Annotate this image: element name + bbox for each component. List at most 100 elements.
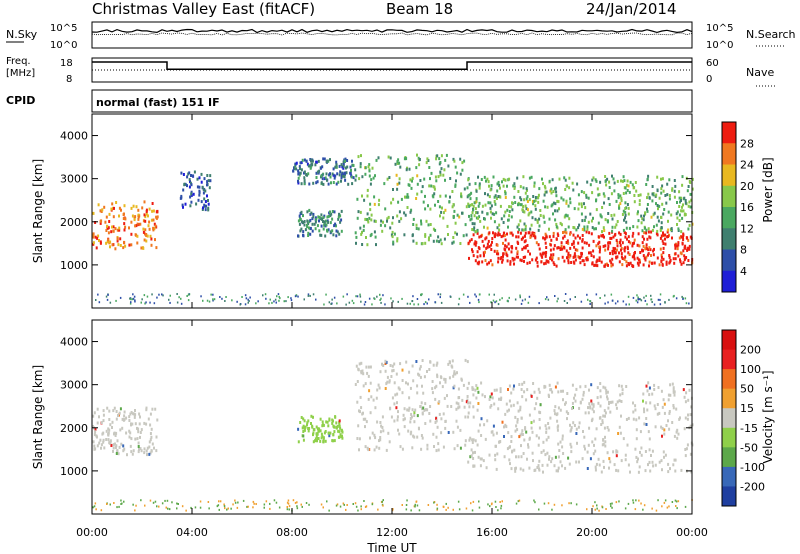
velocity-cell [369,411,372,415]
power-cell [452,203,455,207]
power-cell [552,201,555,205]
power-cell [188,185,191,189]
velocity-cell [302,430,305,433]
power-cell [517,230,520,234]
power-cell [581,259,584,263]
power-cell [531,232,534,236]
power-cell [572,233,575,237]
power-cell [599,247,601,251]
power-cell [639,298,641,301]
power-cell [323,157,326,161]
power-cell [381,229,384,233]
power-cell [687,246,690,250]
velocity-cell [509,462,511,466]
velocity-cell [232,503,234,506]
power-cell [588,231,591,235]
power-cell [440,301,443,304]
power-cell [448,200,451,204]
velocity-cell [413,435,416,439]
power-cell [145,301,147,304]
velocity-cell [452,430,455,434]
velocity-cell [520,444,522,448]
power-cell [529,235,532,239]
velocity-cell [463,405,466,409]
power-cell [475,216,478,220]
velocity-cell [113,502,115,504]
power-cell [384,303,386,306]
power-cell [134,299,136,302]
velocity-cell [515,466,517,470]
power-cell [683,254,686,258]
power-cell [380,297,382,300]
velocity-cell [132,412,135,416]
power-cell [497,303,500,306]
power-cell [509,260,512,264]
power-cell [519,185,522,189]
power-cell [299,218,302,221]
velocity-cell [307,429,310,433]
velocity-cell [358,409,360,413]
y-tick-label: 2000 [60,216,88,229]
power-cell [568,217,571,221]
power-cell [426,302,428,305]
power-cell [340,179,342,183]
power-cell [92,211,95,215]
power-cell [545,246,548,249]
velocity-cell [219,500,222,503]
velocity-cell [535,402,538,406]
power-cell [435,179,438,183]
power-cell [206,194,208,198]
power-cell [492,231,494,235]
velocity-cell [651,507,653,510]
velocity-cell [426,443,429,447]
velocity-cell [658,411,661,415]
power-cell [538,187,541,191]
power-cell [676,216,679,220]
power-cell [189,180,191,184]
power-cell [349,171,352,175]
velocity-cell [632,499,634,502]
velocity-cell [471,386,474,390]
power-cell [335,165,338,169]
velocity-cell [411,446,414,450]
velocity-cell [132,449,135,453]
power-cell [439,194,442,198]
velocity-cell [643,422,646,426]
velocity-cell [379,370,382,374]
power-cell [578,202,581,206]
velocity-cell [510,467,513,471]
power-cell [544,190,547,194]
power-cell [648,196,651,200]
velocity-cell [131,452,134,456]
velocity-cell [477,390,480,394]
power-cell [418,163,421,167]
power-cell [114,227,117,231]
power-cell [570,261,573,264]
power-cell [647,192,650,196]
velocity-cell [326,420,329,424]
velocity-cell [369,381,372,385]
power-cell [611,229,614,233]
velocity-cell [525,430,528,434]
velocity-cell [331,421,334,425]
power-cell [335,224,337,228]
power-cell [642,263,645,267]
power-cell [141,298,143,301]
power-cell [351,299,354,302]
power-cell [473,201,476,205]
power-cell [619,194,622,198]
power-cell [522,205,525,208]
velocity-cell [297,427,300,431]
velocity-cell [328,418,331,422]
velocity-cell [523,438,526,442]
power-cell [297,176,300,180]
power-cell [684,244,687,248]
velocity-cell [632,410,635,414]
power-cell [342,295,345,298]
power-cell [317,215,320,219]
power-cell [396,162,399,165]
velocity-cell [139,447,142,451]
velocity-cell [594,437,597,441]
power-cell [525,197,528,201]
velocity-cell [123,447,126,451]
